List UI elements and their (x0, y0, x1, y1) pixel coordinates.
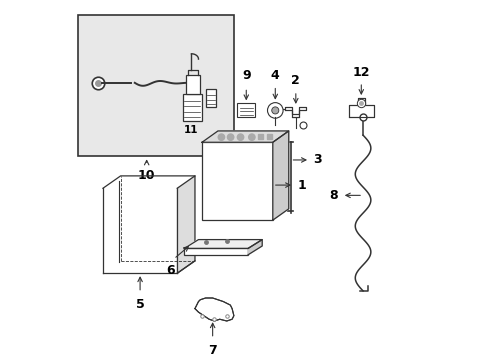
Text: 9: 9 (242, 69, 250, 82)
Bar (78, 15, 233, 157)
Text: 10: 10 (138, 169, 155, 182)
Circle shape (267, 103, 283, 118)
Text: 4: 4 (270, 69, 279, 82)
Bar (184, 248, 247, 255)
Polygon shape (348, 98, 373, 117)
Text: 8: 8 (329, 189, 338, 202)
Bar (205, 89, 216, 107)
Bar (182, 94, 202, 121)
Text: 11: 11 (184, 125, 198, 135)
Text: 3: 3 (313, 153, 322, 166)
Polygon shape (272, 131, 288, 220)
Circle shape (248, 134, 255, 140)
Circle shape (218, 134, 224, 140)
Polygon shape (247, 240, 262, 255)
Bar (257, 134, 263, 139)
Polygon shape (285, 107, 306, 117)
Text: 12: 12 (352, 66, 369, 78)
Polygon shape (195, 298, 233, 321)
Polygon shape (202, 131, 288, 142)
Text: 6: 6 (165, 264, 174, 277)
Text: 1: 1 (297, 179, 305, 192)
Bar (266, 134, 272, 139)
Text: 5: 5 (136, 298, 144, 311)
Circle shape (227, 134, 233, 140)
Text: 7: 7 (208, 344, 217, 357)
Bar (202, 142, 272, 220)
Circle shape (271, 107, 278, 114)
Bar (237, 103, 255, 117)
Polygon shape (184, 240, 262, 248)
Circle shape (237, 134, 243, 140)
Bar (186, 75, 200, 94)
Text: 2: 2 (291, 75, 300, 87)
Polygon shape (177, 176, 195, 273)
